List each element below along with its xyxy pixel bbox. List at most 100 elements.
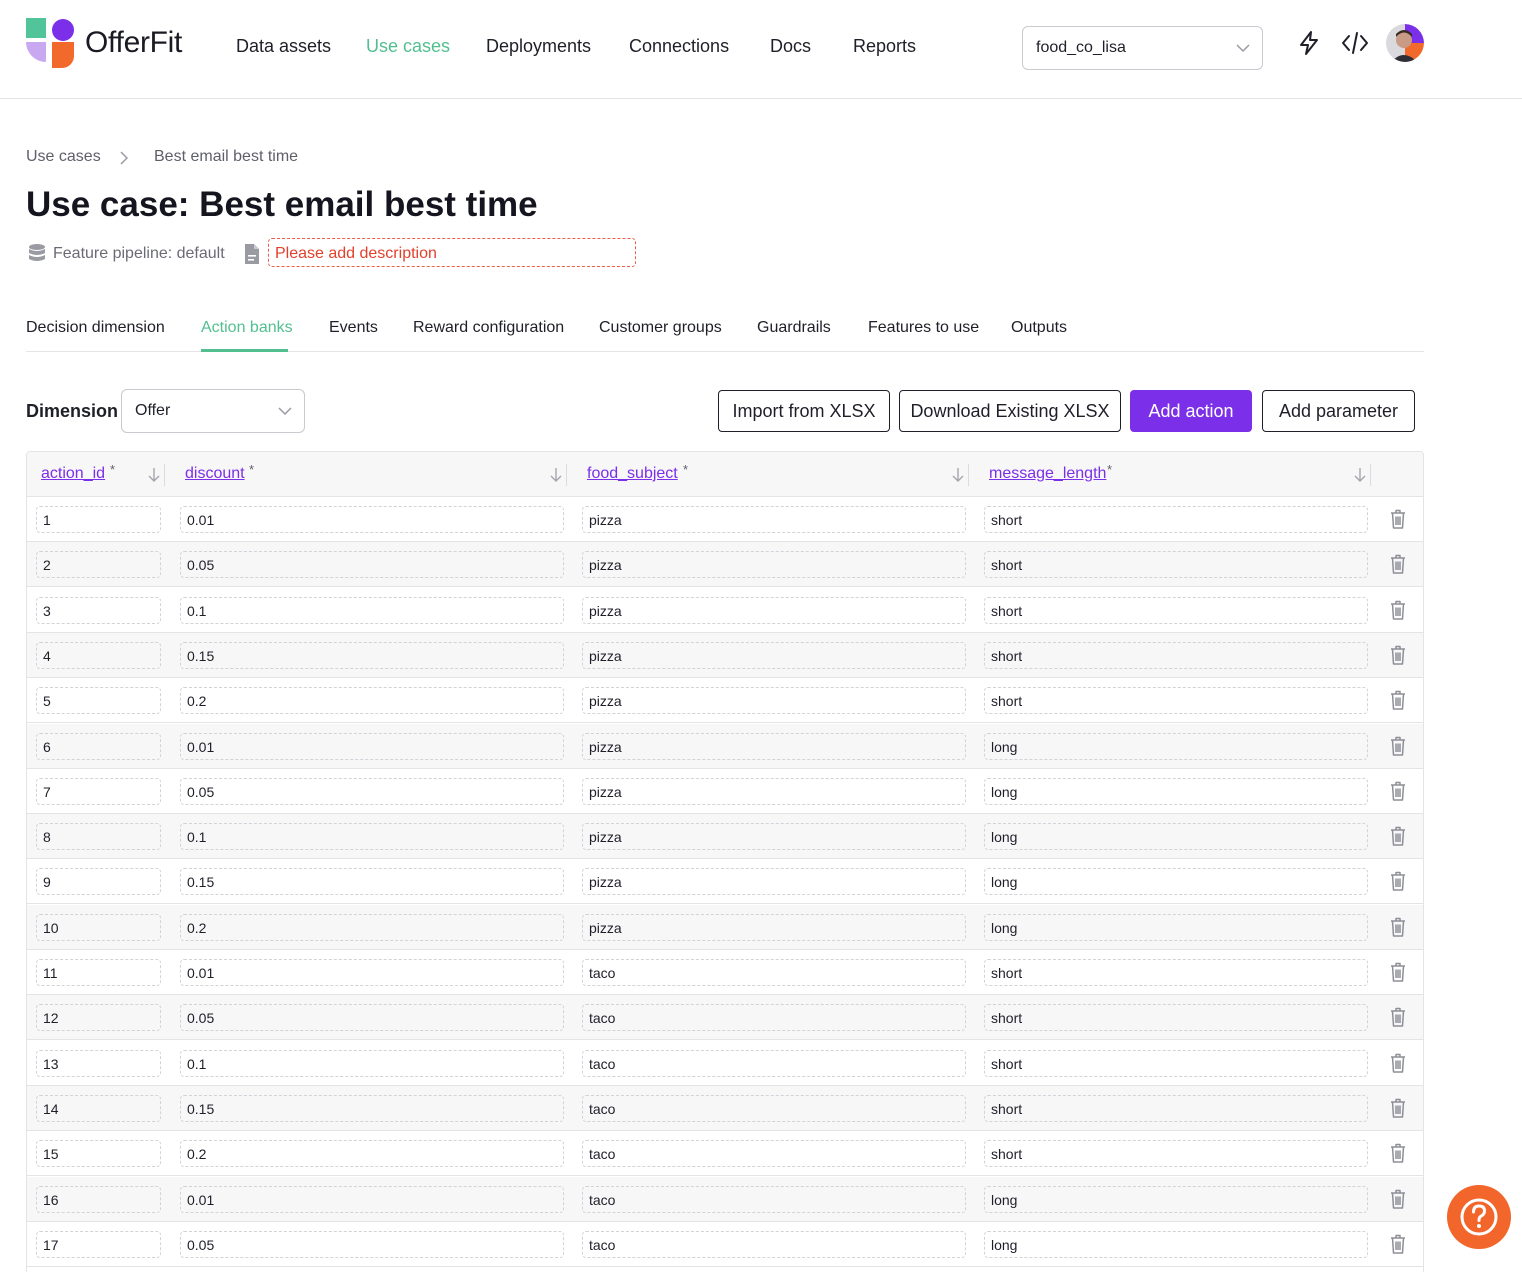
discount-field[interactable]: 0.05 <box>180 1230 564 1258</box>
description-field[interactable]: Please add description <box>268 238 636 267</box>
message-length-field[interactable]: long <box>984 1230 1368 1258</box>
food-subject-field[interactable]: pizza <box>582 551 966 579</box>
action-id-field[interactable]: 15 <box>36 1140 161 1168</box>
food-subject-field[interactable]: taco <box>582 1049 966 1077</box>
discount-field[interactable]: 0.01 <box>180 1185 564 1213</box>
food-subject-field[interactable]: pizza <box>582 868 966 896</box>
discount-field[interactable]: 0.05 <box>180 777 564 805</box>
sort-arrow-icon[interactable] <box>549 466 563 484</box>
discount-field[interactable]: 0.15 <box>180 868 564 896</box>
trash-icon[interactable] <box>1388 1097 1408 1119</box>
message-length-field[interactable]: short <box>984 641 1368 669</box>
tab-features-to-use[interactable]: Features to use <box>868 319 980 336</box>
message-length-field[interactable]: short <box>984 1140 1368 1168</box>
action-id-field[interactable]: 16 <box>36 1185 161 1213</box>
dimension-select[interactable]: Offer <box>121 389 305 433</box>
action-id-field[interactable]: 13 <box>36 1049 161 1077</box>
import-xlsx-button[interactable]: Import from XLSX <box>718 390 890 432</box>
message-length-field[interactable]: short <box>984 596 1368 624</box>
action-id-field[interactable]: 9 <box>36 868 161 896</box>
trash-icon[interactable] <box>1388 553 1408 575</box>
discount-field[interactable]: 0.05 <box>180 551 564 579</box>
tab-events[interactable]: Events <box>329 319 378 336</box>
sort-arrow-icon[interactable] <box>951 466 965 484</box>
action-id-field[interactable]: 11 <box>36 959 161 986</box>
food-subject-field[interactable]: taco <box>582 1094 966 1122</box>
nav-deployments[interactable]: Deployments <box>486 36 592 56</box>
action-id-field[interactable]: 6 <box>36 732 161 760</box>
food-subject-field[interactable]: pizza <box>582 687 966 715</box>
food-subject-field[interactable]: taco <box>582 1004 966 1032</box>
action-id-field[interactable]: 12 <box>36 1004 161 1032</box>
action-id-field[interactable]: 1 <box>36 506 161 533</box>
discount-field[interactable]: 0.2 <box>180 687 564 715</box>
trash-icon[interactable] <box>1388 644 1408 666</box>
trash-icon[interactable] <box>1388 1188 1408 1210</box>
trash-icon[interactable] <box>1388 1233 1408 1255</box>
sort-arrow-icon[interactable] <box>147 466 161 484</box>
discount-field[interactable]: 0.1 <box>180 596 564 624</box>
trash-icon[interactable] <box>1388 735 1408 757</box>
food-subject-field[interactable]: pizza <box>582 777 966 805</box>
food-subject-field[interactable]: pizza <box>582 732 966 760</box>
nav-connections[interactable]: Connections <box>629 36 730 56</box>
add-action-button[interactable]: Add action <box>1130 390 1252 432</box>
action-id-field[interactable]: 5 <box>36 687 161 715</box>
column-header-action-id[interactable]: action_id <box>41 465 106 482</box>
discount-field[interactable]: 0.15 <box>180 641 564 669</box>
trash-icon[interactable] <box>1388 916 1408 938</box>
message-length-field[interactable]: long <box>984 1185 1368 1213</box>
user-avatar[interactable] <box>1386 24 1424 62</box>
message-length-field[interactable]: short <box>984 959 1368 986</box>
food-subject-field[interactable]: pizza <box>582 823 966 851</box>
column-header-discount[interactable]: discount <box>185 465 245 482</box>
action-id-field[interactable]: 7 <box>36 777 161 805</box>
action-id-field[interactable]: 3 <box>36 596 161 624</box>
action-id-field[interactable]: 14 <box>36 1094 161 1122</box>
message-length-field[interactable]: long <box>984 913 1368 941</box>
discount-field[interactable]: 0.01 <box>180 732 564 760</box>
trash-icon[interactable] <box>1388 689 1408 711</box>
food-subject-field[interactable]: taco <box>582 1140 966 1168</box>
food-subject-field[interactable]: pizza <box>582 913 966 941</box>
tab-guardrails[interactable]: Guardrails <box>757 319 831 336</box>
lightning-icon[interactable] <box>1296 30 1322 56</box>
discount-field[interactable]: 0.2 <box>180 1140 564 1168</box>
trash-icon[interactable] <box>1388 780 1408 802</box>
action-id-field[interactable]: 17 <box>36 1230 161 1258</box>
food-subject-field[interactable]: taco <box>582 959 966 986</box>
food-subject-field[interactable]: pizza <box>582 596 966 624</box>
nav-docs[interactable]: Docs <box>770 36 812 56</box>
action-id-field[interactable]: 2 <box>36 551 161 579</box>
add-parameter-button[interactable]: Add parameter <box>1262 390 1415 432</box>
discount-field[interactable]: 0.15 <box>180 1094 564 1122</box>
tab-decision-dimension[interactable]: Decision dimension <box>26 319 165 336</box>
tab-reward-configuration[interactable]: Reward configuration <box>413 319 565 336</box>
nav-reports[interactable]: Reports <box>853 36 917 56</box>
trash-icon[interactable] <box>1388 870 1408 892</box>
food-subject-field[interactable]: taco <box>582 1230 966 1258</box>
trash-icon[interactable] <box>1388 825 1408 847</box>
download-xlsx-button[interactable]: Download Existing XLSX <box>899 390 1121 432</box>
breadcrumb-root[interactable]: Use cases <box>26 148 101 165</box>
discount-field[interactable]: 0.2 <box>180 913 564 941</box>
trash-icon[interactable] <box>1388 961 1408 983</box>
trash-icon[interactable] <box>1388 1052 1408 1074</box>
column-header-food-subject[interactable]: food_subject <box>587 465 678 482</box>
discount-field[interactable]: 0.01 <box>180 959 564 986</box>
discount-field[interactable]: 0.1 <box>180 823 564 851</box>
trash-icon[interactable] <box>1388 1142 1408 1164</box>
message-length-field[interactable]: long <box>984 823 1368 851</box>
message-length-field[interactable]: short <box>984 551 1368 579</box>
message-length-field[interactable]: short <box>984 506 1368 533</box>
food-subject-field[interactable]: pizza <box>582 506 966 533</box>
message-length-field[interactable]: short <box>984 1049 1368 1077</box>
nav-data-assets[interactable]: Data assets <box>236 36 332 56</box>
sort-arrow-icon[interactable] <box>1353 466 1367 484</box>
trash-icon[interactable] <box>1388 1006 1408 1028</box>
action-id-field[interactable]: 8 <box>36 823 161 851</box>
column-header-message-length[interactable]: message_length <box>989 465 1107 482</box>
help-button[interactable] <box>1447 1185 1511 1249</box>
discount-field[interactable]: 0.1 <box>180 1049 564 1077</box>
offerfit-logo[interactable] <box>26 18 74 68</box>
